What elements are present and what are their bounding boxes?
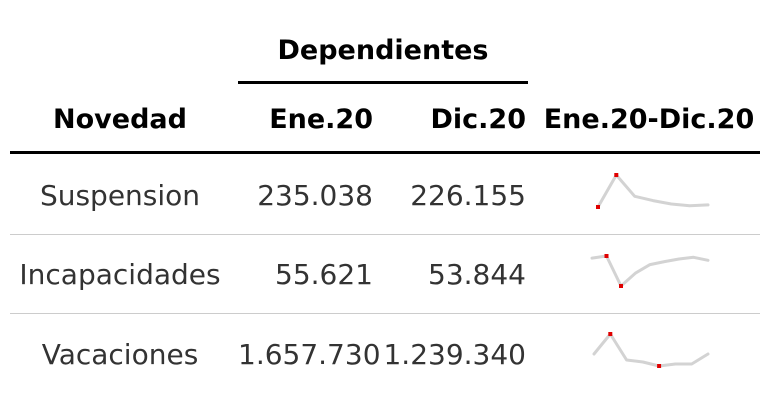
column-header-ene20[interactable]: Ene.20 bbox=[269, 104, 373, 135]
row-suspension-sparkline bbox=[596, 173, 710, 209]
row-incapacidades-ene20: 55.621 bbox=[275, 258, 373, 291]
row-suspension-novedad: Suspension bbox=[39, 179, 201, 212]
row-vacaciones-dic20: 1.239.340 bbox=[383, 338, 526, 371]
row-vacaciones-sparkline bbox=[592, 332, 710, 368]
row-vacaciones-ene20: 1.657.730 bbox=[238, 338, 381, 371]
sparkline-line bbox=[592, 332, 710, 368]
sparkline-line bbox=[596, 173, 710, 209]
row-suspension-dic20: 226.155 bbox=[410, 179, 526, 212]
sparkline-max-point bbox=[608, 332, 613, 336]
row-suspension-ene20: 235.038 bbox=[257, 179, 373, 212]
row-incapacidades-novedad: Incapacidades bbox=[19, 258, 221, 291]
sparkline-min-point bbox=[596, 205, 600, 209]
column-header-trend[interactable]: Ene.20-Dic.20 bbox=[543, 104, 755, 135]
sparkline-min-point bbox=[657, 364, 662, 368]
spanner-dependientes: Dependientes bbox=[277, 35, 489, 66]
spanner-underline bbox=[238, 81, 528, 84]
row-vacaciones-novedad: Vacaciones bbox=[41, 338, 199, 371]
row-incapacidades-dic20: 53.844 bbox=[428, 258, 526, 291]
header-bottom-rule bbox=[10, 151, 760, 154]
sparkline-max-point bbox=[614, 173, 619, 177]
row-divider bbox=[10, 313, 760, 314]
sparkline-min-point bbox=[619, 284, 623, 288]
column-header-novedad[interactable]: Novedad bbox=[53, 104, 187, 135]
sparkline-max-point bbox=[604, 254, 609, 258]
column-header-dic20[interactable]: Dic.20 bbox=[430, 104, 526, 135]
row-incapacidades-sparkline bbox=[590, 254, 710, 288]
sparkline-line bbox=[590, 254, 710, 288]
row-divider bbox=[10, 234, 760, 235]
